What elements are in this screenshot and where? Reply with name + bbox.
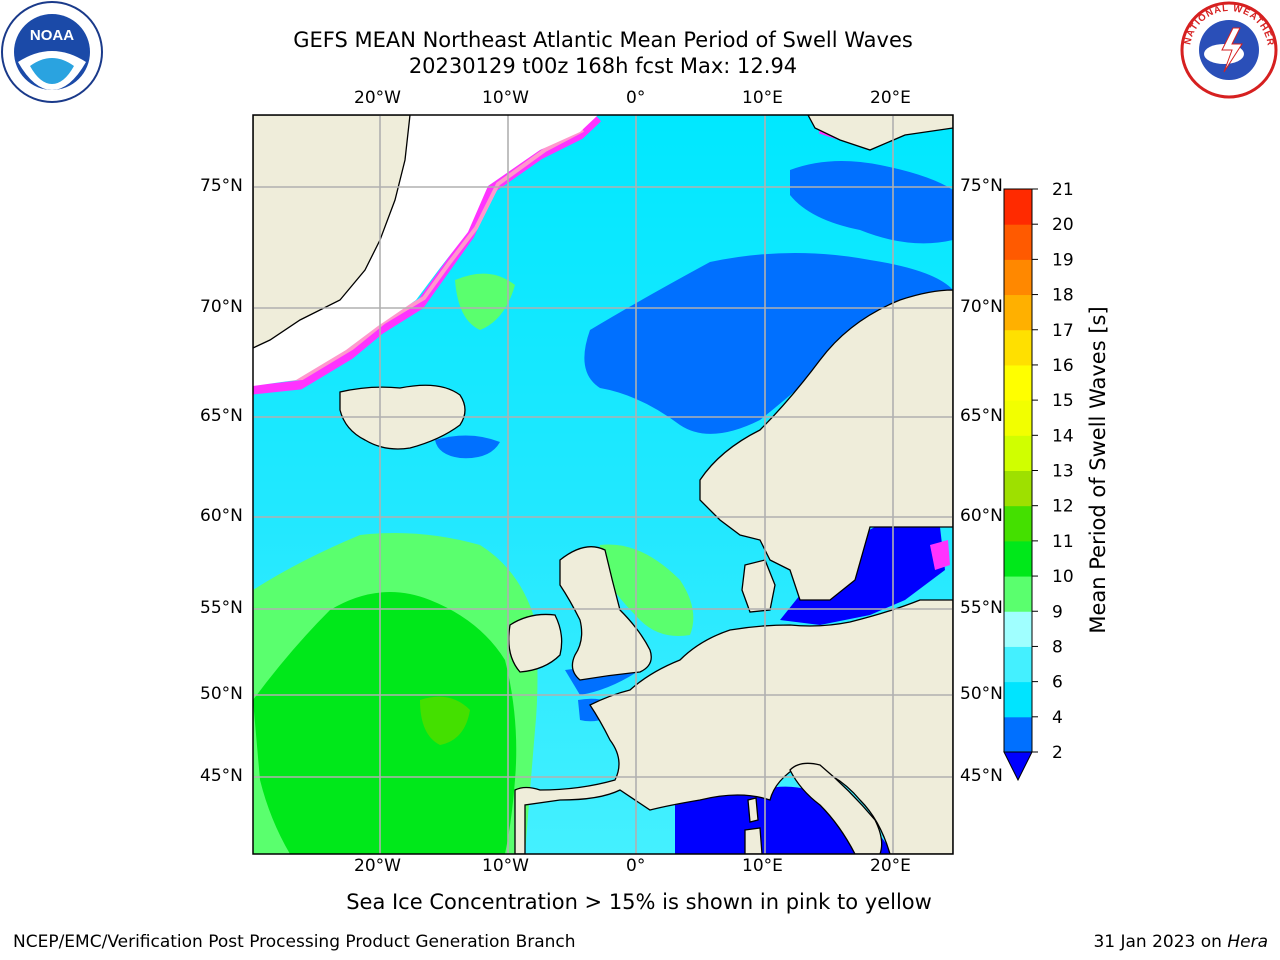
lat-label-left: 45°N [200, 766, 243, 786]
lon-label-bottom: 10°E [742, 856, 783, 876]
colorbar-segment [1004, 646, 1032, 683]
colorbar-segment [1004, 435, 1032, 471]
lat-label-left: 55°N [200, 598, 243, 618]
lat-label-right: 60°N [960, 506, 1003, 526]
credit-text: NCEP/EMC/Verification Post Processing Pr… [13, 932, 576, 952]
atlantic-deep-green-area [253, 592, 517, 854]
lat-label-right: 70°N [960, 297, 1003, 317]
baltic-ice [930, 540, 950, 570]
lat-label-left: 70°N [200, 297, 243, 317]
graticule [253, 115, 953, 854]
colorbar-tick-label: 10 [1052, 567, 1074, 587]
colorbar-tick-label: 11 [1052, 532, 1074, 552]
colorbar-segment [1004, 576, 1032, 612]
lon-label-top: 10°W [482, 88, 529, 108]
colorbar-tick-label: 12 [1052, 497, 1074, 517]
lon-label-top: 10°E [742, 88, 783, 108]
colorbar-tick-label: 4 [1052, 708, 1063, 728]
map-title: GEFS MEAN Northeast Atlantic Mean Period… [293, 28, 913, 52]
lat-label-left: 75°N [200, 176, 243, 196]
iceland-east-blue [435, 435, 500, 459]
lat-label-left: 60°N [200, 506, 243, 526]
colorbar-tick-label: 2 [1052, 743, 1063, 763]
colorbar-tick-label: 13 [1052, 462, 1074, 482]
corsica [747, 797, 759, 823]
continental-europe [514, 599, 953, 854]
lat-label-right: 50°N [960, 684, 1003, 704]
lat-label-right: 55°N [960, 598, 1003, 618]
colorbar-under-triangle [1003, 751, 1033, 782]
map-frame [252, 114, 954, 855]
run-date-text: 31 Jan 2023 on [1093, 932, 1222, 952]
barents-blue-area [790, 161, 953, 244]
map-field [253, 115, 953, 854]
great-britain [559, 546, 652, 681]
noaa-logo-text: NOAA [30, 27, 74, 44]
map-subtitle: 20230129 t00z 168h fcst Max: 12.94 [408, 54, 798, 78]
colorbar-segment [1004, 470, 1032, 507]
lat-label-right: 75°N [960, 176, 1003, 196]
lon-label-bottom: 20°W [354, 856, 401, 876]
colorbar-segment [1004, 259, 1032, 296]
lon-label-top: 20°E [870, 88, 911, 108]
colorbar-tick-label: 9 [1052, 602, 1063, 622]
sea-ice-edge-light [257, 128, 584, 384]
italy-peninsula [789, 762, 883, 854]
colorbar-tick-label: 19 [1052, 250, 1074, 270]
lat-label-left: 50°N [200, 684, 243, 704]
run-date: 31 Jan 2023 on Hera [1093, 932, 1268, 952]
colorbar-tick-label: 15 [1052, 391, 1074, 411]
nws-logo: NATIONAL WEATHER SERVICE [1178, 0, 1278, 99]
colorbar-segment [1004, 716, 1032, 753]
lon-label-top: 0° [626, 88, 646, 108]
greenland-sea-green [455, 273, 515, 330]
colorbar-segment [1004, 364, 1032, 401]
colorbar-tick-label: 8 [1052, 637, 1063, 657]
norwegian-sea-blue-area [584, 252, 953, 434]
host-name: Hera [1227, 932, 1268, 952]
colorbar-segment [1004, 400, 1032, 436]
colorbar-tick-label: 20 [1052, 215, 1074, 235]
colorbar-segment [1004, 681, 1032, 718]
lon-label-top: 20°W [354, 88, 401, 108]
sea-ice-note: Sea Ice Concentration > 15% is shown in … [346, 890, 932, 914]
north-sea-green [600, 544, 694, 636]
ireland [508, 613, 563, 673]
svalbard [807, 115, 953, 151]
colorbar-tick-label: 18 [1052, 286, 1074, 306]
colorbar-tick-label: 14 [1052, 426, 1074, 446]
colorbar-segment [1004, 189, 1032, 225]
scandinavia [699, 289, 953, 601]
lon-label-bottom: 20°E [870, 856, 911, 876]
colorbar-segment [1004, 611, 1032, 647]
lat-label-left: 65°N [200, 406, 243, 426]
lat-label-right: 45°N [960, 766, 1003, 786]
colorbar-segment [1004, 329, 1032, 366]
colorbar-tick-label: 21 [1052, 180, 1074, 200]
lon-label-bottom: 10°W [482, 856, 529, 876]
sardinia [744, 827, 763, 854]
colorbar-segment [1004, 540, 1032, 577]
colorbar-segment [1004, 294, 1032, 331]
colorbar-segment [1004, 505, 1032, 542]
colorbar-segment [1004, 224, 1032, 260]
colorbar-tick-label: 17 [1052, 321, 1074, 341]
greenland [253, 115, 411, 349]
lat-label-right: 65°N [960, 406, 1003, 426]
colorbar-tick-label: 16 [1052, 356, 1074, 376]
colorbar-label: Mean Period of Swell Waves [s] [1086, 306, 1110, 634]
atlantic-green-patch [420, 696, 470, 745]
colorbar: 2 4 6 8 9 10 11 12 13 14 15 16 17 18 19 20 21 [1003, 180, 1074, 782]
noaa-logo: NOAA [1, 1, 103, 103]
colorbar-tick-label: 6 [1052, 673, 1063, 693]
lon-label-bottom: 0° [626, 856, 646, 876]
